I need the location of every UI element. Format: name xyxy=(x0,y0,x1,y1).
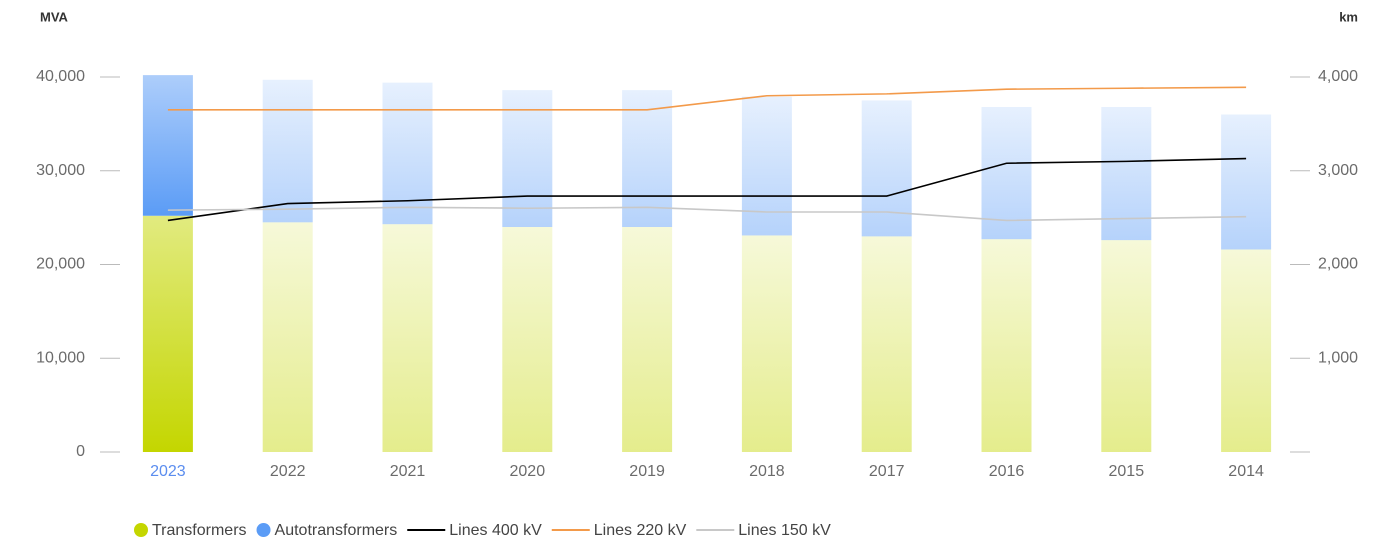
bar xyxy=(262,222,313,452)
bar xyxy=(741,96,792,236)
bar xyxy=(981,107,1032,240)
bar xyxy=(142,215,193,452)
x-tick-label: 2019 xyxy=(629,463,665,480)
x-tick-label: 2017 xyxy=(869,463,905,480)
y2-tick-label: 4,000 xyxy=(1318,68,1358,85)
line-series xyxy=(167,206,1247,222)
y-tick-label: 20,000 xyxy=(36,256,85,273)
x-tick-label: 2023 xyxy=(150,463,186,480)
y2-axis-label: km xyxy=(1339,9,1358,24)
bar xyxy=(622,90,673,227)
y-axis-label: MVA xyxy=(40,9,69,24)
y-tick-label: 0 xyxy=(76,443,85,460)
legend-label: Autotransformers xyxy=(275,522,398,539)
x-tick-label: 2016 xyxy=(989,463,1025,480)
legend-label: Lines 150 kV xyxy=(738,522,831,539)
x-tick-label: 2014 xyxy=(1228,463,1264,480)
legend-swatch xyxy=(256,523,271,537)
y-tick-label: 30,000 xyxy=(36,162,85,179)
bar xyxy=(1101,240,1152,452)
bar xyxy=(382,82,433,225)
bar xyxy=(741,235,792,452)
bar xyxy=(502,227,553,452)
legend-swatch xyxy=(134,523,148,537)
bar xyxy=(1221,114,1272,250)
bar xyxy=(262,79,313,223)
y2-tick-label: 1,000 xyxy=(1318,349,1358,366)
line-series xyxy=(167,86,1247,111)
bar xyxy=(382,224,433,452)
x-tick-label: 2020 xyxy=(510,463,546,480)
legend-label: Lines 400 kV xyxy=(449,522,542,539)
y2-tick-label: 3,000 xyxy=(1318,162,1358,179)
bar xyxy=(142,75,193,216)
bar xyxy=(622,227,673,452)
legend-label: Lines 220 kV xyxy=(594,522,687,539)
x-tick-label: 2015 xyxy=(1109,463,1145,480)
x-tick-label: 2018 xyxy=(749,463,785,480)
y-tick-label: 10,000 xyxy=(36,349,85,366)
bar xyxy=(981,239,1032,452)
bar xyxy=(861,100,912,237)
y2-tick-label: 2,000 xyxy=(1318,256,1358,273)
legend-label: Transformers xyxy=(152,522,247,539)
bar xyxy=(861,236,912,452)
bar xyxy=(1101,107,1152,241)
bar xyxy=(1221,249,1272,452)
x-tick-label: 2021 xyxy=(390,463,426,480)
line-series xyxy=(167,157,1247,222)
x-tick-label: 2022 xyxy=(270,463,306,480)
y-tick-label: 40,000 xyxy=(36,68,85,85)
bar xyxy=(502,90,553,227)
